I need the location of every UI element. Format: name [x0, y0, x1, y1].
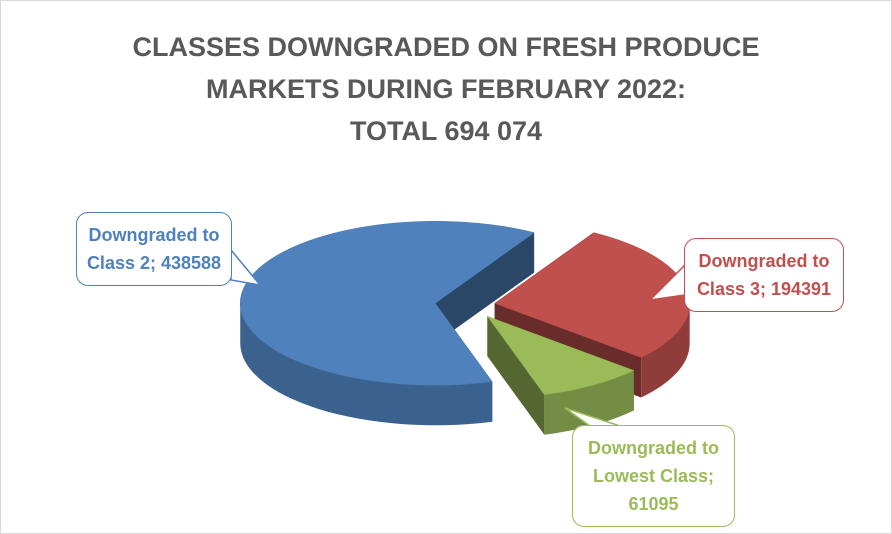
slice-side — [240, 303, 493, 426]
data-label: Downgraded to Lowest Class; 61095 — [572, 425, 735, 527]
slice-face — [435, 232, 535, 344]
slice — [240, 221, 535, 386]
slice-face — [487, 316, 545, 435]
slice-side — [641, 303, 690, 398]
data-label: Downgraded to Class 3; 194391 — [684, 238, 844, 312]
data-label: Downgraded to Class 2; 438588 — [76, 212, 232, 286]
slice — [486, 315, 635, 395]
slice-side — [544, 370, 634, 435]
chart-title: CLASSES DOWNGRADED ON FRESH PRODUCE MARK… — [132, 32, 760, 146]
callout-pointer — [230, 247, 262, 287]
